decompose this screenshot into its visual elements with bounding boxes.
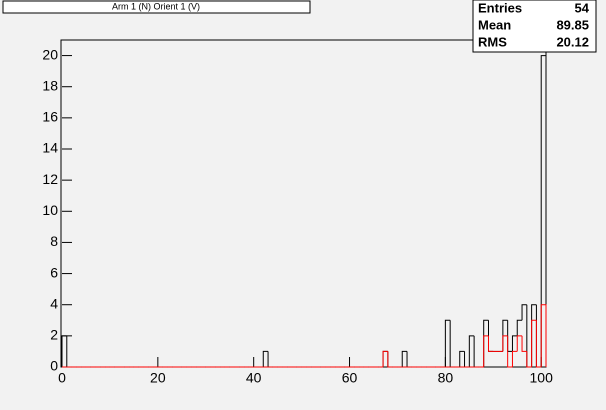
x-tick-label: 0 [58,370,66,386]
histogram-bin [511,335,518,352]
stat-label: Entries [478,0,522,15]
x-tick-label: 60 [342,370,358,386]
histogram-bin [459,350,465,367]
histogram-bin [521,335,527,352]
x-tick-label: 20 [150,370,166,386]
y-tick-label: 8 [50,233,58,249]
histogram-bin [511,350,518,367]
histogram-bin [507,335,513,368]
histogram-bin [487,335,494,352]
histogram-bin [521,304,527,321]
title-box [2,0,311,14]
histogram-bin [516,335,523,352]
histogram-bin [382,350,388,367]
histogram-bin [531,319,537,367]
stat-value: 54 [575,0,590,15]
chart-title: Arm 1 (N) Orient 1 (V) [112,1,200,11]
stat-label: Mean [478,17,511,32]
x-tick-label: 100 [530,370,554,386]
x-tick-label: 80 [438,370,454,386]
stat-value: 89.85 [556,17,589,32]
histogram-bin [526,351,532,368]
y-tick-label: 0 [50,358,58,374]
histogram-bin [535,320,542,368]
y-tick-label: 18 [42,77,58,93]
histogram-bin [540,55,547,367]
y-tick-label: 14 [42,140,58,156]
histogram-bin [502,335,508,352]
y-tick-label: 16 [42,109,58,125]
histogram-bin [387,351,393,368]
histogram-bin [401,350,408,367]
histogram-bin [61,335,67,367]
y-tick-label: 12 [42,171,58,187]
y-tick-label: 20 [42,46,58,62]
histogram-bin [483,335,489,367]
y-tick-label: 6 [50,264,58,280]
histogram-bin [516,319,523,336]
y-tick-label: 10 [42,202,58,218]
stats-box [472,0,597,53]
histogram-bin [468,335,475,367]
histogram-bin [262,350,269,367]
stat-value: 20.12 [556,34,589,49]
y-tick-label: 2 [50,327,58,343]
x-tick-label: 40 [246,370,262,386]
histogram-bin [540,304,547,367]
histogram-bin [444,319,451,367]
y-tick-label: 4 [50,295,58,311]
stat-label: RMS [478,34,507,49]
